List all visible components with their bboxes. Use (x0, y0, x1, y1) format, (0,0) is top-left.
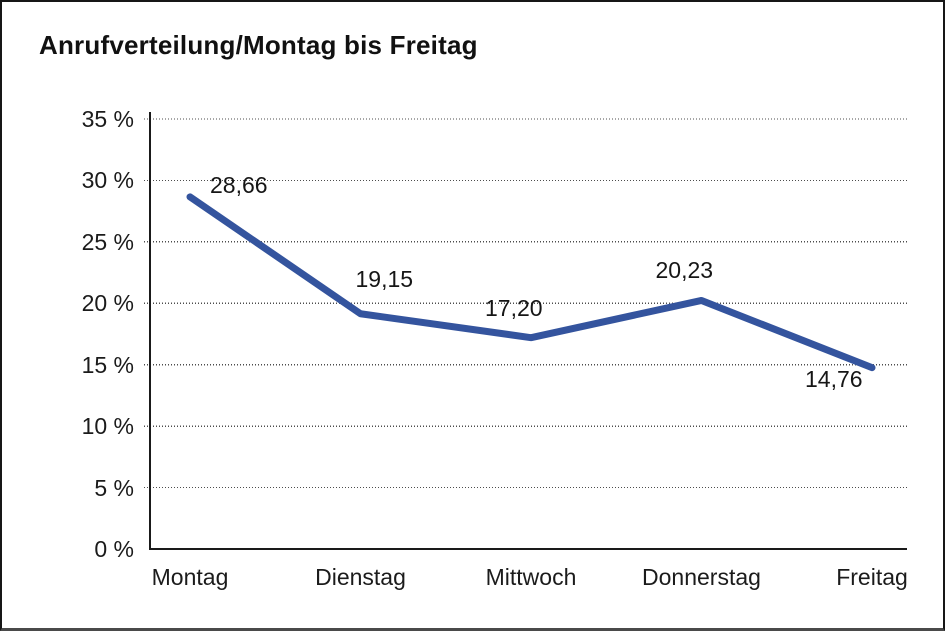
y-tick-label: 20 % (81, 290, 134, 317)
data-point-label: 20,23 (655, 257, 714, 284)
x-category-label: Freitag (836, 564, 908, 590)
y-tick-label: 10 % (81, 413, 134, 440)
data-point-label: 14,76 (805, 365, 863, 392)
x-category-label: Montag (151, 564, 229, 590)
chart-title: Anrufverteilung/Montag bis Freitag (39, 30, 478, 60)
y-tick-label: 5 % (94, 474, 134, 501)
data-point-label: 19,15 (355, 265, 414, 292)
x-category-label: Donnerstag (642, 564, 761, 590)
data-series-line (186, 193, 876, 372)
data-point-label: 17,20 (485, 294, 543, 321)
data-point-label: 28,66 (210, 171, 268, 198)
y-tick-label: 35 % (81, 106, 134, 132)
y-tick-label: 0 % (94, 536, 134, 562)
y-tick-label: 25 % (81, 228, 134, 255)
x-category-label: Dienstag (315, 564, 406, 590)
y-tick-label: 15 % (81, 351, 134, 378)
y-tick-label: 30 % (81, 167, 134, 194)
x-category-label: Mittwoch (485, 564, 577, 590)
